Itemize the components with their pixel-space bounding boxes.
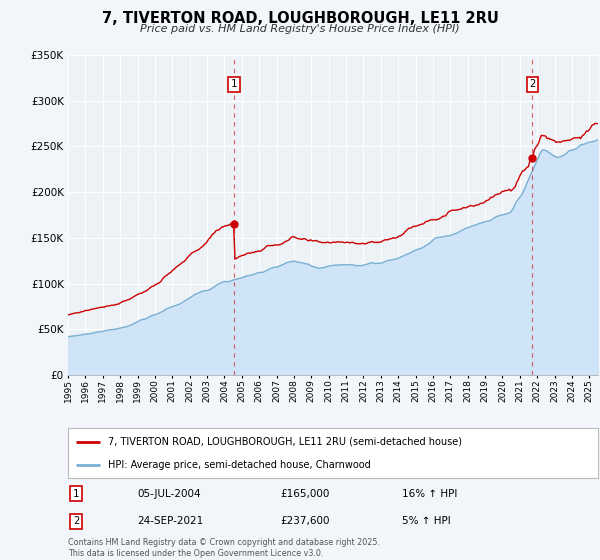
Text: 24-SEP-2021: 24-SEP-2021 xyxy=(137,516,203,526)
Text: 1: 1 xyxy=(230,80,237,89)
Text: Contains HM Land Registry data © Crown copyright and database right 2025.
This d: Contains HM Land Registry data © Crown c… xyxy=(68,538,380,558)
Text: 05-JUL-2004: 05-JUL-2004 xyxy=(137,489,200,499)
Text: 7, TIVERTON ROAD, LOUGHBOROUGH, LE11 2RU: 7, TIVERTON ROAD, LOUGHBOROUGH, LE11 2RU xyxy=(101,11,499,26)
Text: £165,000: £165,000 xyxy=(280,489,329,499)
Text: Price paid vs. HM Land Registry's House Price Index (HPI): Price paid vs. HM Land Registry's House … xyxy=(140,24,460,34)
Text: HPI: Average price, semi-detached house, Charnwood: HPI: Average price, semi-detached house,… xyxy=(108,460,371,469)
Text: 16% ↑ HPI: 16% ↑ HPI xyxy=(402,489,457,499)
Text: 7, TIVERTON ROAD, LOUGHBOROUGH, LE11 2RU (semi-detached house): 7, TIVERTON ROAD, LOUGHBOROUGH, LE11 2RU… xyxy=(108,436,462,446)
Text: 1: 1 xyxy=(73,489,79,499)
Text: 5% ↑ HPI: 5% ↑ HPI xyxy=(402,516,451,526)
Text: £237,600: £237,600 xyxy=(280,516,329,526)
Text: 2: 2 xyxy=(529,80,536,89)
Text: 2: 2 xyxy=(73,516,79,526)
